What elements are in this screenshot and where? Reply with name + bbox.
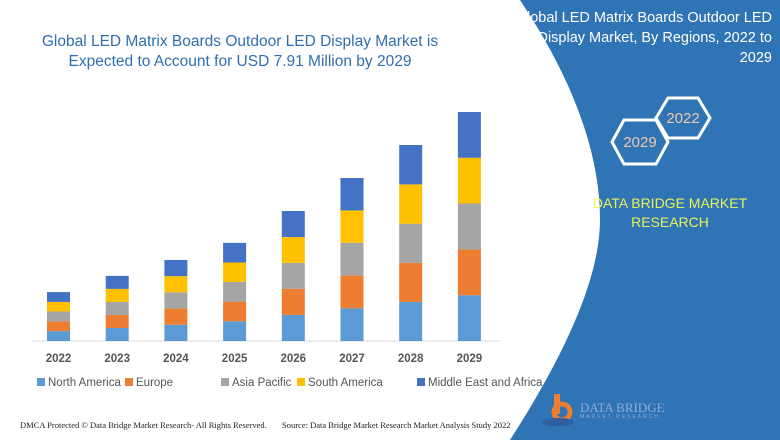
bar-2024-2 xyxy=(164,292,188,309)
bar-2029-4 xyxy=(457,112,481,158)
logo-subtext: MARKET RESEARCH xyxy=(580,413,660,420)
bar-2028-0 xyxy=(399,301,423,341)
bar-2025-4 xyxy=(223,242,247,263)
bar-2025-3 xyxy=(223,262,247,282)
side-panel xyxy=(510,0,780,440)
bar-2025-1 xyxy=(223,301,247,322)
hex-2029: 2029 xyxy=(623,133,657,151)
bar-2022-3 xyxy=(47,301,70,312)
bar-2029-2 xyxy=(457,203,481,250)
bar-2026-1 xyxy=(281,288,305,315)
bar-2026-2 xyxy=(281,262,305,289)
bar-2022-0 xyxy=(47,331,70,341)
bar-2022-2 xyxy=(47,311,70,322)
bar-2024-4 xyxy=(164,259,188,277)
bar-2024-0 xyxy=(164,324,188,341)
page-title: Global LED Matrix Boards Outdoor LED Dis… xyxy=(41,33,439,70)
bar-2024-3 xyxy=(164,276,188,293)
side-title: Global LED Matrix Boards Outdoor LED Dis… xyxy=(515,10,772,66)
bar-2025-0 xyxy=(223,321,247,341)
logo-icon xyxy=(542,394,574,426)
bar-2028-2 xyxy=(399,223,423,263)
bar-2022-4 xyxy=(47,292,70,302)
bar-2025-2 xyxy=(223,281,247,302)
legend-label: Europe xyxy=(136,377,173,389)
bar-2029-3 xyxy=(457,157,481,204)
legend-label: North America xyxy=(48,377,121,389)
bar-2027-1 xyxy=(340,275,364,309)
bar-2026-4 xyxy=(281,211,305,238)
legend-label: Asia Pacific xyxy=(232,377,292,389)
legend-swatch xyxy=(221,378,229,386)
bar-2023-4 xyxy=(105,275,129,289)
x-tick-label: 2026 xyxy=(281,353,307,365)
bar-2029-1 xyxy=(457,249,481,296)
bar-2028-1 xyxy=(399,262,423,302)
bar-2028-4 xyxy=(399,145,423,185)
hex-2029-shape xyxy=(610,118,670,166)
legend-label: Middle East and Africa xyxy=(428,377,543,389)
logo: DATA BRIDGE MARKET RESEARCH xyxy=(540,392,665,428)
x-tick-label: 2022 xyxy=(46,353,72,365)
bar-2024-1 xyxy=(164,308,188,325)
footer-copyright: DMCA Protected © Data Bridge Market Rese… xyxy=(20,420,267,430)
footer-source: Source: Data Bridge Market Research Mark… xyxy=(282,420,511,430)
bar-2023-1 xyxy=(105,314,129,328)
x-tick-label: 2028 xyxy=(398,353,424,365)
bar-2027-0 xyxy=(340,308,364,341)
logo-text: DATA BRIDGE xyxy=(580,399,665,415)
hex-2022-shape xyxy=(654,96,712,140)
legend-label: South America xyxy=(308,377,383,389)
bar-2023-2 xyxy=(105,301,129,315)
chart: 2022 2023 2024 2025 2026 2027 2028 2029 North Am… xyxy=(32,112,543,389)
bar-2029-0 xyxy=(457,295,481,341)
legend-swatch xyxy=(297,378,305,386)
bar-2023-3 xyxy=(105,288,129,302)
x-tick-label: 2024 xyxy=(163,353,189,365)
bar-2027-4 xyxy=(340,178,364,211)
bar-2026-0 xyxy=(281,314,305,341)
brand-text: DATA BRIDGE MARKET RESEARCH xyxy=(592,195,748,230)
x-tick-label: 2027 xyxy=(339,353,365,365)
bar-2022-1 xyxy=(47,321,70,332)
x-tick-label: 2025 xyxy=(222,353,248,365)
legend-swatch xyxy=(37,378,45,386)
x-tick-label: 2029 xyxy=(457,353,483,365)
bar-2026-3 xyxy=(281,237,305,263)
legend-swatch xyxy=(417,378,425,386)
legend-swatch xyxy=(125,378,133,386)
hex-2022: 2022 xyxy=(666,109,700,127)
bar-2023-0 xyxy=(105,327,129,341)
bar-2027-2 xyxy=(340,242,364,276)
x-tick-label: 2023 xyxy=(104,353,130,365)
bar-2028-3 xyxy=(399,184,423,224)
bar-2027-3 xyxy=(340,210,364,243)
